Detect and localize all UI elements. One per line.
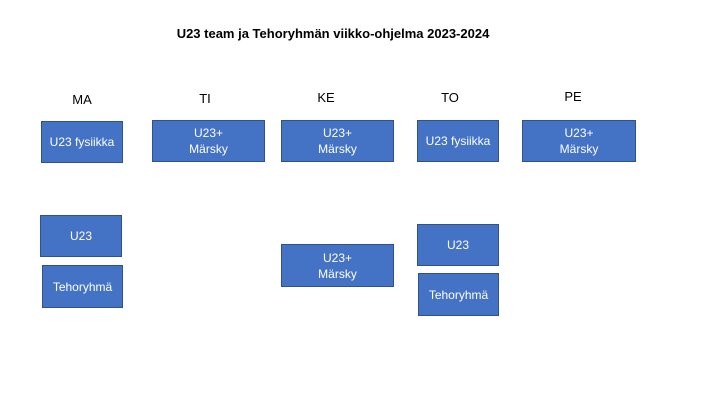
block-line: U23+ [322, 126, 353, 140]
block-line: U23 [446, 238, 469, 252]
day-label-ma: MA [72, 92, 92, 107]
block-to-tehoryhma: Tehoryhmä [418, 273, 499, 316]
block-ti-u23-marsky: U23+ Märsky [152, 120, 265, 162]
day-label-pe: PE [564, 89, 582, 104]
block-ma-u23-fysiikka: U23 fysiikka [41, 121, 123, 163]
block-to-u23: U23 [417, 224, 499, 266]
block-line: Tehoryhmä [52, 279, 113, 294]
block-line: U23+ [322, 250, 353, 265]
block-line: Märsky [318, 266, 357, 281]
block-ke-u23-marsky-2: U23+ Märsky [281, 244, 394, 287]
block-ma-u23: U23 [40, 215, 122, 257]
block-line: U23 fysiikka [49, 135, 115, 149]
block-to-u23-fysiikka: U23 fysiikka [417, 120, 499, 162]
block-ke-u23-marsky: U23+ Märsky [281, 120, 394, 162]
block-ma-tehoryhma: Tehoryhmä [42, 265, 123, 308]
block-line: Märsky [189, 142, 228, 156]
block-pe-u23-marsky: U23+ Märsky [522, 120, 636, 162]
block-line: Märsky [559, 142, 599, 156]
block-line: Tehoryhmä [428, 287, 489, 302]
block-line: U23 fysiikka [425, 134, 491, 148]
page-title: U23 team ja Tehoryhmän viikko-ohjelma 20… [176, 26, 490, 41]
block-line: Märsky [318, 142, 357, 156]
day-label-ke: KE [317, 90, 335, 105]
day-label-to: TO [441, 90, 459, 105]
block-line: U23 [69, 229, 92, 243]
day-label-ti: TI [199, 91, 211, 106]
block-line: U23+ [564, 126, 594, 140]
block-line: U23+ [193, 126, 224, 140]
